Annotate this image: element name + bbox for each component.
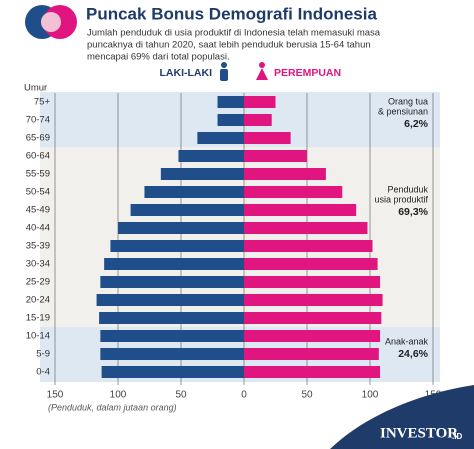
annotation: Penduduk: [387, 184, 428, 194]
footer-swoosh: [330, 385, 474, 449]
x-tick-label: 50: [175, 390, 187, 401]
subtitle: puncaknya di tahun 2020, saat lebih pend…: [87, 40, 371, 51]
x-tick-label: 0: [241, 390, 247, 401]
brand-suffix: .ID: [452, 432, 462, 441]
y-tick-label: 10-14: [26, 331, 50, 342]
bar: [110, 240, 244, 252]
bar: [100, 276, 244, 288]
subtitle: mencapai 69% dari total populasi.: [87, 52, 230, 63]
x-tick-label: 100: [110, 390, 127, 401]
legend-label: LAKI-LAKI: [160, 67, 213, 79]
y-tick-label: 70-74: [26, 115, 50, 126]
y-tick-label: 50-54: [26, 187, 50, 198]
y-tick-label: 5-9: [36, 349, 50, 360]
x-axis-label: (Penduduk, dalam jutaan orang): [48, 402, 177, 412]
legend-label: PEREMPUAN: [274, 67, 341, 79]
male-icon: [220, 62, 228, 81]
annotation: Anak-anak: [385, 336, 429, 346]
bar: [160, 168, 244, 180]
bar: [217, 96, 244, 108]
bar: [100, 330, 244, 342]
bar: [244, 114, 272, 126]
bar: [244, 96, 276, 108]
x-tick-label: 100: [362, 390, 379, 401]
bar: [244, 258, 378, 270]
y-tick-label: 65-69: [26, 133, 50, 144]
y-tick-label: 25-29: [26, 277, 50, 288]
bar: [244, 348, 379, 360]
bar: [244, 330, 381, 342]
y-tick-label: 20-24: [26, 295, 50, 306]
bar: [178, 150, 244, 162]
x-tick-label: 50: [301, 390, 313, 401]
annotation: Orang tua: [388, 96, 428, 106]
annotation: & pensiunan: [378, 106, 428, 116]
x-tick-label: 150: [47, 390, 64, 401]
y-tick-label: 55-59: [26, 169, 50, 180]
bar: [244, 276, 381, 288]
bar: [244, 186, 343, 198]
header-icon: [25, 5, 77, 39]
chart-title: Puncak Bonus Demografi Indonesia: [86, 4, 377, 23]
bar: [118, 222, 244, 234]
brand: INVESTOR: [380, 425, 458, 441]
bar: [244, 222, 368, 234]
bar: [244, 150, 307, 162]
bar: [244, 312, 382, 324]
y-tick-label: 45-49: [26, 205, 50, 216]
bar: [130, 204, 244, 216]
y-tick-label: 30-34: [26, 259, 50, 270]
bar: [217, 114, 244, 126]
y-tick-label: 75+: [34, 97, 51, 108]
bar: [100, 348, 244, 360]
bar: [104, 258, 244, 270]
y-tick-label: 15-19: [26, 313, 50, 324]
bar: [101, 366, 245, 378]
bar: [99, 312, 244, 324]
y-tick-label: 0-4: [36, 367, 50, 378]
annotation: usia produktif: [374, 194, 428, 204]
y-axis-label: Umur: [24, 83, 47, 94]
annotation-value: 6,2%: [404, 118, 429, 130]
bar: [244, 240, 373, 252]
bar: [197, 132, 244, 144]
bar: [244, 294, 383, 306]
y-tick-label: 60-64: [26, 151, 50, 162]
bar: [96, 294, 244, 306]
female-icon: [256, 62, 268, 80]
bar: [244, 168, 326, 180]
subtitle: Jumlah penduduk di usia produktif di Ind…: [87, 28, 381, 39]
bar: [244, 132, 291, 144]
y-tick-label: 40-44: [26, 223, 50, 234]
bar: [244, 204, 357, 216]
bar: [244, 366, 381, 378]
y-tick-label: 35-39: [26, 241, 50, 252]
annotation-value: 24,6%: [398, 348, 428, 360]
bar: [144, 186, 244, 198]
annotation-value: 69,3%: [398, 206, 428, 218]
